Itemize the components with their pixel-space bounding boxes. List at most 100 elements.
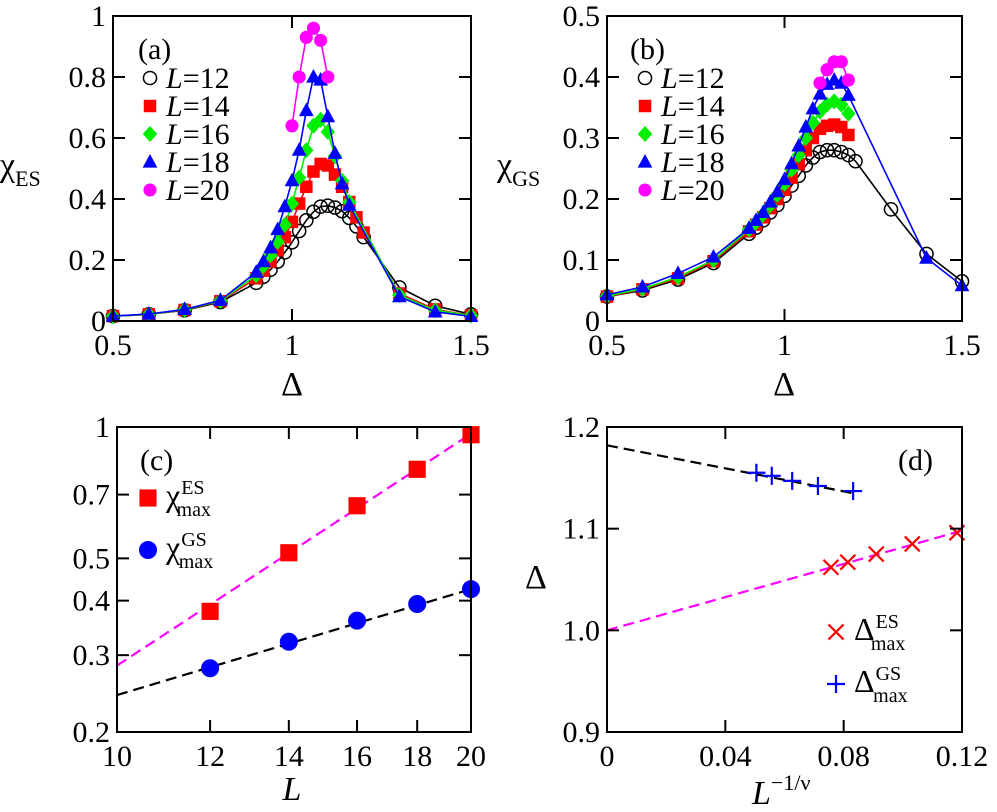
panel-b-point-l-12: [819, 142, 835, 158]
panel-a-point-l-20: [285, 119, 299, 133]
legend-var: L: [660, 62, 678, 95]
panel-a-ylabel: χES: [0, 147, 41, 191]
panel-a-point-l-18: [341, 197, 357, 211]
legend-var: L: [165, 118, 183, 151]
panel-d-xtick-label: 0.04: [699, 740, 752, 773]
panel-b-point-l-18: [762, 194, 778, 208]
panel-a-legend-label: L=14: [165, 90, 230, 123]
panel-b-ytick-label: 0.2: [563, 183, 601, 216]
panel-a-point-l-12: [320, 198, 336, 214]
panel-b-point-l-12: [833, 144, 849, 160]
panel-b-legend: L=12L=14L=16L=18L=20: [637, 62, 725, 207]
panel-d-xlabel: L−1/ν: [751, 770, 810, 812]
panel-c-ytick-label: 0.4: [73, 585, 111, 618]
legend-value: =14: [183, 90, 230, 123]
panel-b-legend-marker: [637, 70, 653, 86]
panel-a-ytick-label: 0.4: [69, 183, 107, 216]
panel-d-xlabel-sup: −1/ν: [771, 770, 811, 795]
panel-b-point-l-16: [834, 96, 849, 113]
panel-b-legend-marker: [637, 154, 653, 168]
panel-c-point-max-gs: [408, 594, 427, 614]
legend-var: L: [165, 146, 183, 179]
panel-a-ytick-label: 0.6: [69, 122, 107, 155]
panel-a-point-l-18: [392, 288, 407, 303]
panel-a-xtick-label: 1.5: [452, 329, 490, 362]
panel-c-ytick-label: 0.5: [73, 542, 111, 575]
panel-b-point-l-16: [791, 147, 806, 164]
panel-a-point-l-12: [299, 213, 314, 228]
panel-b-ylabel-main: χ: [496, 147, 512, 184]
legend-value: =20: [183, 174, 230, 207]
panel-a-ticks: 0.5 1 1.5 0 0.2 0.4 0.6 0.8 1: [69, 0, 490, 362]
panel-b-ylabel: χGS: [496, 147, 540, 191]
panel-a-ytick-label: 0.2: [69, 244, 107, 277]
panel-b-ytick-label: 0.4: [563, 61, 601, 94]
panel-d-ytick-label: 1.1: [563, 513, 601, 546]
panel-d-ytick-label: 0.9: [563, 716, 601, 749]
panel-c-xtick-label: 14: [274, 740, 304, 773]
panel-b-xtick-label: 0.5: [588, 329, 626, 362]
panel-b-point-l-18: [741, 220, 757, 234]
panel-b-point-l-16: [798, 130, 813, 146]
legend-value: =12: [183, 62, 230, 95]
panel-a-legend-marker: [142, 154, 158, 168]
panel-b-xtick-label: 1.5: [943, 329, 981, 362]
panel-a-legend-label: L=18: [165, 146, 230, 179]
panel-d-point-max-gs: [762, 466, 781, 485]
panel-a-point-l-16: [320, 123, 335, 140]
panel-b-point-l-20: [841, 73, 855, 87]
panel-b-point-l-12: [826, 142, 842, 158]
panel-c-legend-marker: [139, 489, 157, 507]
panel-c-xlabel: L: [282, 771, 302, 808]
legend-symbol: χ: [165, 477, 181, 513]
panel-b-point-l-18: [777, 171, 792, 186]
panel-a: 0.5 1 1.500.20.40.60.81 (a) Δ χES L=12L=14…: [0, 0, 490, 403]
panel-a-legend-label: L=20: [165, 174, 230, 207]
panel-d-point-max-es: [822, 559, 840, 576]
panel-b-point-l-12: [812, 144, 828, 160]
panel-c-ytick-label: 0.3: [73, 639, 111, 672]
panel-d-point-max-gs: [747, 463, 766, 482]
panel-a-point-l-18: [427, 303, 443, 318]
panel-b-point-l-18: [805, 100, 821, 115]
panel-d-xlabel-main: L: [751, 775, 771, 812]
panel-a-ytick-label: 0.8: [69, 61, 107, 94]
panel-b-point-l-20: [813, 76, 827, 90]
panel-d-point-max-es: [904, 535, 921, 553]
panel-c-point-max-gs: [201, 659, 220, 678]
panel-a-point-l-20: [292, 70, 306, 84]
legend-var: L: [165, 90, 183, 123]
legend-sub: max: [873, 685, 907, 707]
legend-sup: ES: [181, 477, 204, 499]
panel-c-xtick-label: 16: [342, 740, 372, 773]
panel-d-legend-label: ΔGS max: [854, 663, 908, 707]
panel-b-point-l-18: [755, 204, 771, 219]
panel-b-point-l-18: [770, 183, 785, 198]
panel-d-xtick-label: 0.12: [936, 740, 989, 773]
legend-value: =16: [183, 118, 230, 151]
panel-d-point-max-gs: [783, 471, 802, 490]
panel-c-point-max-gs: [279, 632, 298, 651]
panel-b-point-l-18: [791, 137, 807, 152]
panel-c-ticks: 10 12 14 16 18 20 0.2 0.3 0.4 0.5 0.7 1: [73, 411, 487, 773]
panel-b-point-l-18: [919, 250, 934, 264]
panel-b-point-l-18: [798, 119, 814, 133]
panel-a-ytick-label: 0: [91, 305, 106, 338]
legend-value: =16: [678, 118, 725, 151]
panel-d-xtick-label: 0: [600, 740, 615, 773]
panel-a-legend-label: L=16: [165, 118, 230, 151]
panel-b-legend-marker: [638, 99, 652, 113]
panel-c: 10 12 14 16 18 200.20.30.40.50.71 (c) L χES ma…: [73, 411, 487, 808]
panel-b-legend-marker: [638, 183, 652, 197]
legend-var: L: [660, 174, 678, 207]
panel-a-xtick-label: 0.5: [94, 329, 132, 362]
panel-a-point-l-18: [248, 264, 264, 278]
panel-d-point-max-gs: [844, 482, 863, 501]
panel-a-point-l-18: [277, 198, 293, 213]
panel-b-point-l-16: [819, 96, 835, 113]
legend-symbol: Δ: [854, 663, 875, 699]
panel-b-ytick-label: 0: [585, 305, 600, 338]
panel-d-label: (d): [898, 444, 933, 477]
panel-b-ytick-label: 0.3: [563, 122, 601, 155]
